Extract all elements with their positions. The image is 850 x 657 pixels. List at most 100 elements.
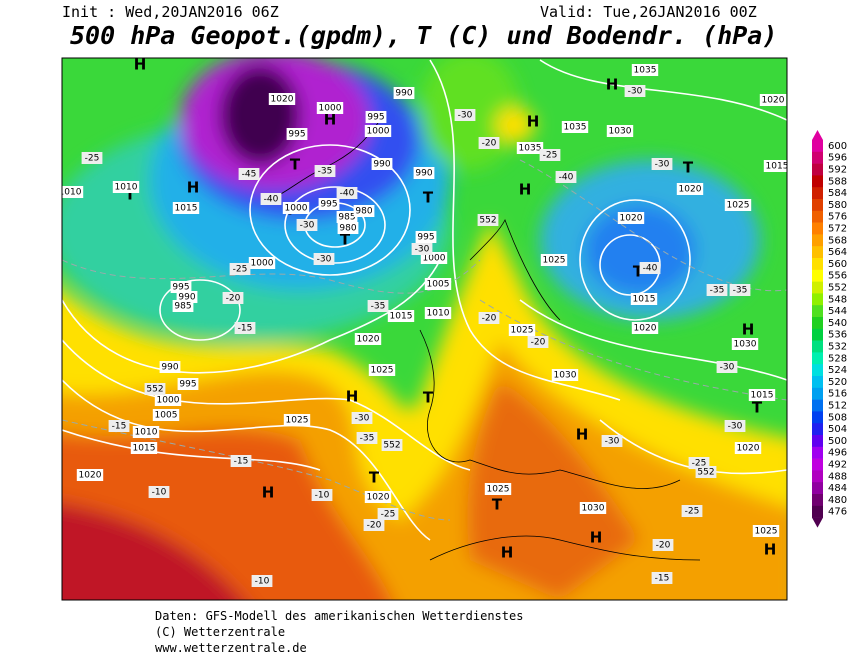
colorbar-label: 540 [828, 318, 847, 329]
isobar-label-box [364, 491, 392, 503]
isotherm-label-box [234, 322, 256, 334]
isotherm-label: 552 [383, 441, 400, 451]
isobar-label-box [268, 93, 296, 105]
isotherm-label: -40 [643, 264, 658, 274]
colorbar-swatch [812, 470, 823, 483]
isotherm-label: -25 [381, 510, 396, 520]
isobar-label: 1025 [487, 485, 510, 495]
isobar-label-box [551, 369, 579, 381]
isotherm-label-box [363, 519, 385, 531]
isobar-label-box [172, 202, 200, 214]
colorbar-label: 580 [828, 200, 847, 211]
isobar-label-box [154, 394, 182, 406]
isotherm-label: -20 [531, 338, 546, 348]
colorbar-swatch [812, 199, 823, 212]
colorbar-label: 508 [828, 412, 847, 423]
pressure-center: H [606, 76, 619, 94]
isobar-label-box [631, 64, 659, 76]
isotherm-label: -30 [628, 87, 643, 97]
isotherm-label-box [681, 505, 703, 517]
isobar-label: 1000 [367, 127, 390, 137]
pressure-center: T [369, 469, 380, 487]
isobar-label-box [415, 231, 437, 243]
isobar-label-box [354, 333, 382, 345]
footer-url: www.wetterzentrale.de [155, 641, 307, 655]
colorbar: 6005965925885845805765725685645605565525… [812, 130, 847, 528]
isotherm-label: -40 [559, 173, 574, 183]
isotherm-label-box [230, 455, 252, 467]
isotherm-label-box [229, 263, 251, 275]
isobar-label-box [393, 87, 415, 99]
colorbar-swatch [812, 140, 823, 153]
isobar-label-box [630, 293, 658, 305]
colorbar-swatch [812, 210, 823, 223]
isotherm-label: -30 [300, 221, 315, 231]
isobar-label: 985 [338, 213, 355, 223]
colorbar-swatch [812, 458, 823, 471]
isobar-label: 1035 [634, 66, 657, 76]
isotherm-label-box [351, 412, 373, 424]
pressure-center: H [501, 544, 514, 562]
isobar-label-box [283, 414, 311, 426]
colorbar-label: 564 [828, 247, 847, 258]
isotherm-label-box [381, 439, 403, 451]
colorbar-label: 504 [828, 424, 847, 435]
isotherm-label-box [477, 214, 499, 226]
isobar-label: 1000 [319, 104, 342, 114]
colorbar-label: 488 [828, 471, 847, 482]
isotherm-label: -30 [605, 437, 620, 447]
isotherm-label-box [296, 219, 318, 231]
isotherm-label: -15 [238, 324, 253, 334]
isotherm-label: -15 [234, 457, 249, 467]
isotherm-label-box [639, 262, 661, 274]
isobar-label-box [336, 211, 358, 223]
isotherm-label-box [222, 292, 244, 304]
isobar-label: 1025 [755, 527, 778, 537]
isobar-label-box [316, 102, 344, 114]
colorbar-label: 560 [828, 259, 847, 270]
isotherm-label-box [148, 486, 170, 498]
colorbar-bottom-arrow [812, 517, 823, 528]
isotherm-label: -30 [415, 245, 430, 255]
isobar-label: 995 [417, 233, 434, 243]
pressure-center: H [764, 541, 777, 559]
isobar-label-box [318, 198, 340, 210]
colorbar-label: 520 [828, 377, 847, 388]
valid-time: Valid: Tue,26JAN2016 00Z [540, 3, 757, 21]
isobar-label: 1025 [286, 416, 309, 426]
isotherm-label-box [601, 435, 623, 447]
map-area: HHHTTTTTHHHTTHHTTHTHTHHH1020100099599010… [62, 56, 787, 600]
map-title: 500 hPa Geopot.(gpdm), T (C) und Bodendr… [70, 21, 777, 50]
isotherm-label: -30 [355, 414, 370, 424]
isotherm-label: 552 [697, 468, 714, 478]
isobar-label: 1035 [519, 144, 542, 154]
isotherm-label: -25 [692, 459, 707, 469]
isotherm-label-box [238, 168, 260, 180]
isobars [62, 59, 787, 541]
colorbar-swatch [812, 376, 823, 389]
isobar-label: 1020 [762, 96, 785, 106]
isotherm-label-box [651, 158, 673, 170]
isobar-label-box [159, 361, 181, 373]
isobar-label-box [368, 364, 396, 376]
isobar-label-box [731, 338, 759, 350]
isobar-label-box [365, 111, 387, 123]
isotherm-label: -25 [85, 154, 100, 164]
isobar-label-box [579, 502, 607, 514]
isotherm-label: -20 [367, 521, 382, 531]
isotherm-label: -35 [318, 167, 333, 177]
isobar-label-box [170, 281, 192, 293]
colorbar-swatch [812, 494, 823, 507]
colorbar-top-arrow [812, 130, 823, 140]
isobar-label: 1020 [357, 335, 380, 345]
isobar-label: 1015 [751, 391, 774, 401]
isobar-label: 1020 [634, 324, 657, 334]
colorbar-label: 584 [828, 188, 847, 199]
isobar-label: 1015 [633, 295, 656, 305]
pressure-center: H [134, 56, 147, 74]
pressure-center: T [683, 159, 694, 177]
isobar-label: 995 [172, 283, 189, 293]
isobar-label: 1015 [175, 204, 198, 214]
isobar-label-box [561, 121, 589, 133]
